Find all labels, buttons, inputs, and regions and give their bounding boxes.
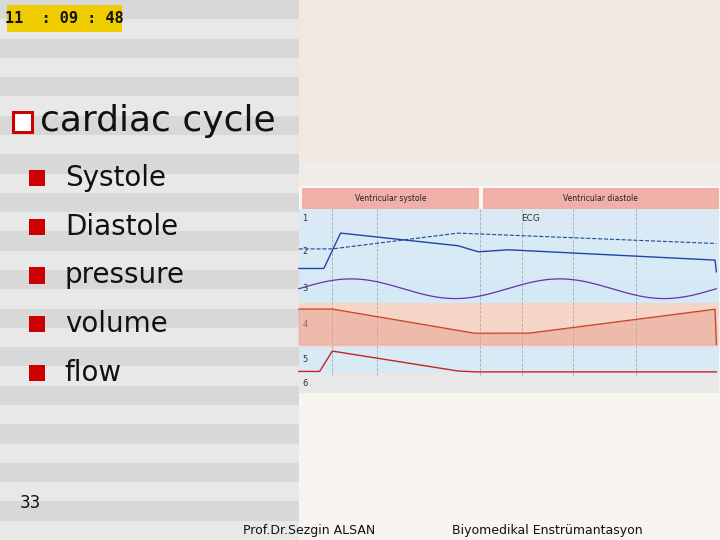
Text: Ventricular systole: Ventricular systole — [355, 194, 427, 203]
Bar — [29, 267, 45, 284]
Bar — [0, 405, 720, 424]
Bar — [0, 328, 720, 347]
Text: 33: 33 — [20, 494, 42, 512]
Bar — [299, 209, 719, 227]
Bar — [299, 275, 719, 303]
Bar — [0, 19, 720, 38]
Bar — [299, 0, 720, 540]
Bar — [483, 188, 719, 209]
Bar — [29, 170, 45, 186]
Text: Ventricular diastole: Ventricular diastole — [563, 194, 638, 203]
Text: 6: 6 — [302, 379, 307, 388]
Text: Prof.Dr.Sezgin ALSAN: Prof.Dr.Sezgin ALSAN — [243, 524, 376, 537]
Bar — [29, 316, 45, 332]
Bar — [0, 367, 720, 386]
Bar — [299, 0, 720, 162]
Bar — [0, 424, 720, 443]
Bar — [29, 364, 45, 381]
Bar — [0, 77, 720, 97]
Text: 3: 3 — [302, 284, 307, 293]
Bar — [0, 58, 720, 77]
Text: pressure: pressure — [65, 261, 185, 289]
Bar — [0, 308, 720, 328]
Bar — [29, 219, 45, 235]
Bar — [0, 0, 720, 19]
Bar — [299, 373, 719, 393]
Text: 1: 1 — [302, 214, 307, 222]
Bar — [0, 251, 720, 270]
Text: 5: 5 — [302, 355, 307, 364]
Text: ECG: ECG — [521, 214, 540, 222]
Bar — [0, 521, 720, 540]
Text: 11  : 09 : 48: 11 : 09 : 48 — [6, 11, 124, 26]
Bar — [0, 212, 720, 232]
Bar — [0, 443, 720, 463]
Bar — [0, 173, 720, 193]
Bar — [0, 154, 720, 173]
Bar — [0, 97, 720, 116]
Text: flow: flow — [65, 359, 122, 387]
Bar — [0, 116, 720, 135]
Text: Systole: Systole — [65, 164, 166, 192]
Text: Diastole: Diastole — [65, 213, 178, 241]
Bar — [13, 112, 32, 132]
Bar — [0, 270, 720, 289]
Text: Biyomedikal Enstrümantasyon: Biyomedikal Enstrümantasyon — [452, 524, 642, 537]
Bar — [299, 162, 720, 186]
Bar — [0, 135, 720, 154]
Text: 4: 4 — [302, 320, 307, 329]
Bar — [299, 347, 719, 373]
Bar — [302, 188, 480, 209]
Bar — [0, 347, 720, 367]
Bar — [0, 289, 720, 308]
Text: cardiac cycle: cardiac cycle — [40, 105, 275, 138]
Bar — [0, 193, 720, 212]
Bar — [0, 386, 720, 405]
Bar — [0, 502, 720, 521]
Bar — [299, 303, 719, 347]
Bar — [0, 463, 720, 482]
Bar — [0, 232, 720, 251]
Bar — [0, 482, 720, 502]
Bar — [0, 38, 720, 58]
Text: 2: 2 — [302, 246, 307, 255]
Bar — [299, 227, 719, 275]
Bar — [7, 5, 122, 32]
Text: volume: volume — [65, 310, 168, 338]
